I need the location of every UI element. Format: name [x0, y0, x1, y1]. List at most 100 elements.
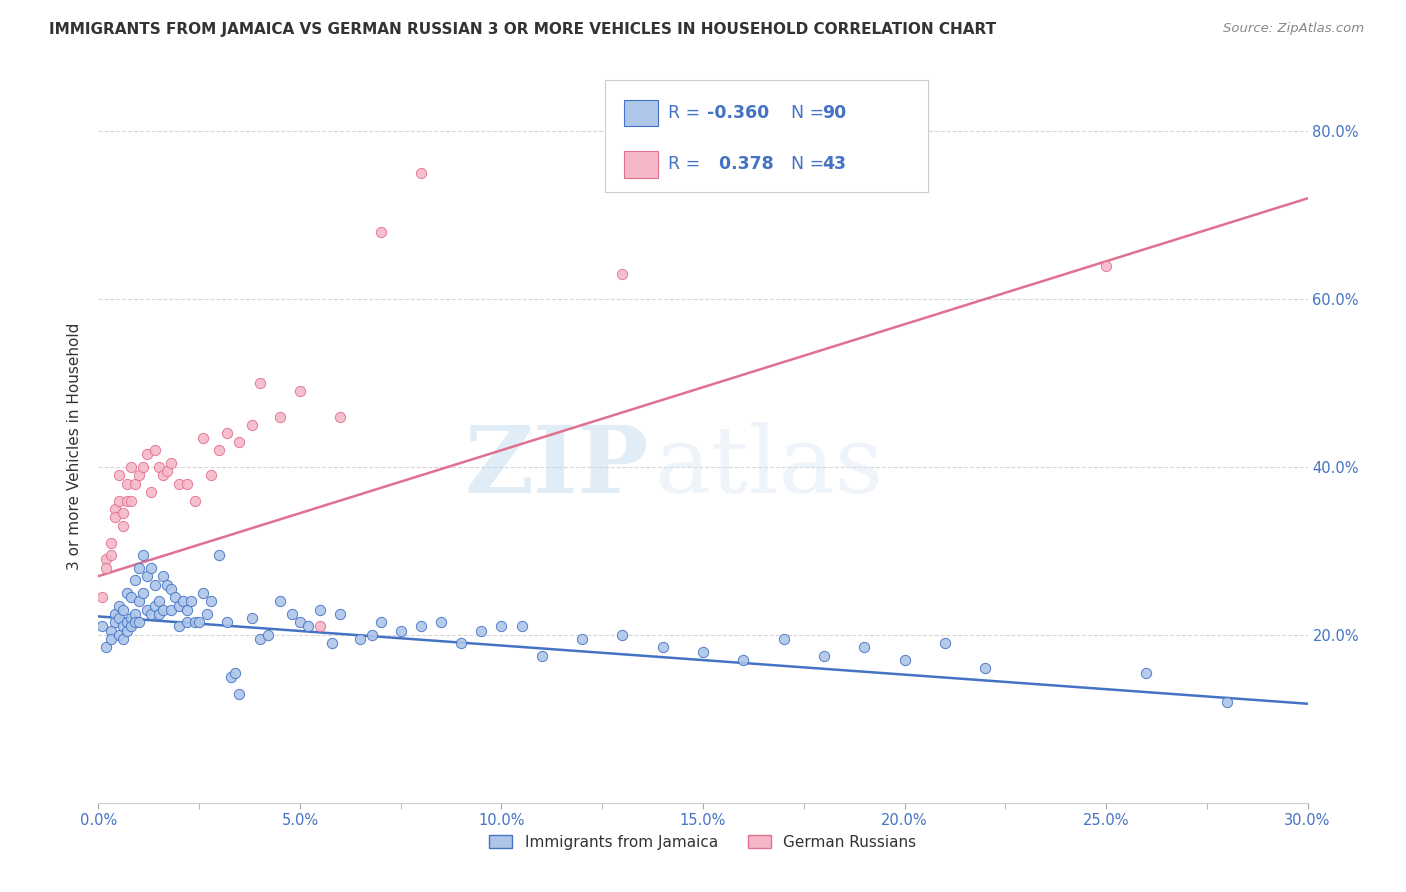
- Point: [221, 670, 243, 684]
- Point: [1135, 665, 1157, 680]
- Point: [163, 590, 186, 604]
- Point: [450, 636, 472, 650]
- Point: [111, 506, 134, 520]
- Text: N =: N =: [780, 104, 830, 122]
- Point: [139, 560, 162, 574]
- Point: [409, 166, 432, 180]
- Y-axis label: 3 or more Vehicles in Household: 3 or more Vehicles in Household: [67, 322, 83, 570]
- Point: [269, 594, 291, 608]
- Point: [195, 607, 218, 621]
- Point: [148, 607, 170, 621]
- Point: [111, 603, 134, 617]
- Point: [193, 586, 215, 600]
- Point: [167, 476, 190, 491]
- Point: [100, 632, 122, 646]
- Point: [184, 615, 207, 630]
- Point: [772, 632, 794, 646]
- Point: [934, 636, 956, 650]
- Text: 43: 43: [823, 155, 846, 173]
- Point: [120, 590, 142, 604]
- Legend: Immigrants from Jamaica, German Russians: Immigrants from Jamaica, German Russians: [484, 829, 922, 855]
- Text: 90: 90: [823, 104, 846, 122]
- Point: [91, 619, 114, 633]
- Point: [1095, 259, 1118, 273]
- Point: [100, 548, 122, 562]
- Point: [120, 460, 142, 475]
- Point: [91, 590, 114, 604]
- Point: [167, 619, 190, 633]
- Text: atlas: atlas: [655, 423, 884, 512]
- Point: [115, 586, 138, 600]
- Point: [156, 577, 179, 591]
- Point: [176, 603, 198, 617]
- Point: [156, 464, 179, 478]
- Point: [135, 603, 157, 617]
- Point: [152, 603, 174, 617]
- Point: [974, 661, 997, 675]
- Point: [111, 518, 134, 533]
- Point: [228, 434, 250, 449]
- Point: [651, 640, 673, 655]
- Point: [139, 485, 162, 500]
- Point: [115, 615, 138, 630]
- Point: [115, 624, 138, 638]
- Text: R =: R =: [668, 155, 706, 173]
- Point: [96, 552, 118, 566]
- Point: [115, 493, 138, 508]
- Point: [370, 225, 392, 239]
- Point: [510, 619, 533, 633]
- Point: [224, 665, 246, 680]
- Point: [409, 619, 432, 633]
- Point: [288, 384, 311, 399]
- Point: [143, 443, 166, 458]
- Point: [100, 624, 122, 638]
- Text: -0.360: -0.360: [707, 104, 769, 122]
- Point: [530, 648, 553, 663]
- Point: [148, 594, 170, 608]
- Point: [329, 607, 352, 621]
- Text: IMMIGRANTS FROM JAMAICA VS GERMAN RUSSIAN 3 OR MORE VEHICLES IN HOUSEHOLD CORREL: IMMIGRANTS FROM JAMAICA VS GERMAN RUSSIA…: [49, 22, 997, 37]
- Point: [152, 468, 174, 483]
- Point: [309, 603, 332, 617]
- Point: [115, 476, 138, 491]
- Point: [208, 443, 231, 458]
- Point: [128, 615, 150, 630]
- Point: [612, 267, 634, 281]
- Point: [180, 594, 202, 608]
- Point: [893, 653, 915, 667]
- Point: [184, 493, 207, 508]
- Point: [176, 476, 198, 491]
- Point: [430, 615, 453, 630]
- Point: [172, 594, 194, 608]
- Point: [103, 607, 125, 621]
- Point: [103, 502, 125, 516]
- Point: [107, 493, 129, 508]
- Point: [160, 603, 183, 617]
- Point: [124, 476, 146, 491]
- Point: [111, 632, 134, 646]
- Point: [160, 456, 183, 470]
- Point: [249, 632, 271, 646]
- Point: [148, 460, 170, 475]
- Point: [269, 409, 291, 424]
- Point: [349, 632, 371, 646]
- Point: [128, 468, 150, 483]
- Point: [103, 510, 125, 524]
- Point: [107, 628, 129, 642]
- Point: [571, 632, 593, 646]
- Point: [853, 640, 876, 655]
- Text: 0.378: 0.378: [707, 155, 773, 173]
- Point: [167, 599, 190, 613]
- Point: [813, 648, 835, 663]
- Point: [249, 376, 271, 390]
- Point: [1216, 695, 1239, 709]
- Point: [160, 582, 183, 596]
- Point: [240, 417, 263, 432]
- Point: [135, 569, 157, 583]
- Point: [120, 611, 142, 625]
- Point: [143, 599, 166, 613]
- Point: [281, 607, 304, 621]
- Point: [100, 535, 122, 549]
- Point: [256, 628, 278, 642]
- Point: [132, 586, 155, 600]
